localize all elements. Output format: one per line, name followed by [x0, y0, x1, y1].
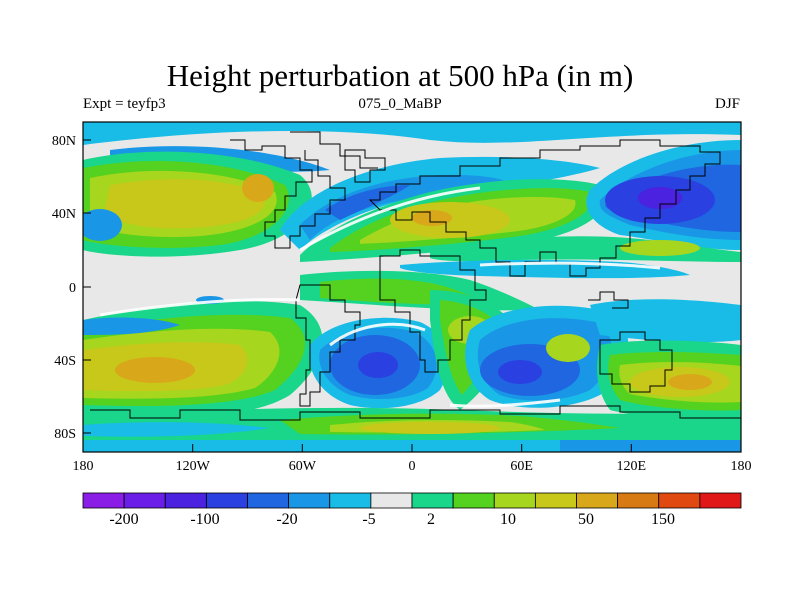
colorbar-swatch: [576, 492, 619, 509]
contour-npac-pos4: [105, 179, 266, 229]
colorbar: [82, 492, 742, 509]
contour-aus-pos5: [668, 374, 712, 390]
colorbar-swatch: [205, 492, 248, 509]
coastline-canada-islands: [290, 131, 378, 169]
colorbar-swatch: [452, 492, 495, 509]
x-tick-label: 180: [73, 459, 94, 474]
zero-contour-nh-2: [479, 261, 661, 270]
colorbar-swatch: [370, 492, 413, 509]
x-tick-label: 60W: [289, 459, 317, 474]
contour-npole-light: [83, 122, 741, 145]
contour-spac-neg-edge: [83, 317, 180, 335]
x-axis-labels: 180 120W 60W 0 60E 120E 180: [73, 459, 752, 474]
y-tick-label: 80S: [54, 427, 76, 442]
zero-contours: [99, 186, 661, 408]
x-tick-label: 0: [409, 459, 416, 474]
contour-npac-neg-edge: [83, 209, 122, 241]
coastline-africa: [379, 249, 487, 373]
contour-field: [83, 122, 741, 452]
colorbar-labels: -200 -100 -20 -5 2 10 50 150: [109, 511, 675, 528]
coastline-indonesia: [588, 291, 629, 309]
contour-spac-pos-max: [115, 357, 195, 383]
x-tick-label: 180: [731, 459, 752, 474]
colorbar-label: -100: [190, 511, 219, 528]
contour-nh-subtrop-pos2: [620, 240, 700, 256]
axis-ticks: [82, 139, 742, 452]
colorbar-swatch: [123, 492, 166, 509]
period-label: 075_0_MaBP: [358, 96, 442, 112]
contour-s-band-pos4: [360, 422, 500, 434]
contour-aus-neg1: [590, 299, 741, 343]
contour-sio-neg4: [498, 360, 542, 384]
colorbar-label: -5: [362, 511, 375, 528]
contour-s-band-neg: [83, 422, 270, 437]
colorbar-swatch: [82, 492, 125, 509]
coastline-greenland: [344, 149, 386, 183]
colorbar-label: 150: [651, 511, 675, 528]
colorbar-swatch: [164, 492, 207, 509]
coastlines: [90, 131, 741, 421]
colorbar-swatch: [493, 492, 536, 509]
contour-satl-neg4: [358, 352, 398, 378]
colorbar-swatch: [534, 492, 577, 509]
contour-npac-pos-max: [242, 174, 274, 202]
zero-contour-sh-2: [99, 298, 301, 317]
colorbar-swatch: [699, 492, 742, 509]
y-tick-label: 0: [69, 281, 76, 296]
contour-natl-neg3: [325, 185, 410, 220]
colorbar-swatch: [411, 492, 454, 509]
contour-sio-pos-cell: [546, 334, 590, 362]
coastline-south-america: [295, 284, 361, 407]
y-tick-label: 80N: [52, 134, 76, 149]
x-tick-label: 120E: [617, 459, 647, 474]
y-axis-labels: 80N 40N 0 40S 80S: [52, 134, 76, 442]
colorbar-swatch: [617, 492, 660, 509]
colorbar-label: 2: [427, 511, 435, 528]
experiment-label: Expt = teyfp3: [83, 96, 166, 112]
colorbar-label: 50: [578, 511, 594, 528]
colorbar-label: 10: [500, 511, 516, 528]
coastline-australia: [599, 331, 673, 393]
colorbar-swatch: [658, 492, 701, 509]
colorbar-label: -200: [109, 511, 138, 528]
y-tick-label: 40S: [54, 354, 76, 369]
coastline-north-america: [230, 139, 346, 249]
colorbar-swatch: [247, 492, 290, 509]
zero-contour-sh-1: [329, 322, 426, 347]
x-tick-label: 120W: [176, 459, 211, 474]
y-tick-label: 40N: [52, 207, 76, 222]
coastline-eurasia: [368, 139, 721, 277]
colorbar-label: -20: [276, 511, 297, 528]
contour-spole-neg: [560, 440, 741, 452]
zero-contour-sh-3: [449, 398, 561, 408]
zero-contour-nh-1: [299, 186, 481, 252]
colorbar-swatch: [288, 492, 331, 509]
plot-title: Height perturbation at 500 hPa (in m): [166, 58, 634, 93]
colorbar-swatch: [329, 492, 372, 509]
season-label: DJF: [714, 96, 740, 112]
coastline-antarctica: [90, 405, 741, 421]
x-tick-label: 60E: [510, 459, 533, 474]
